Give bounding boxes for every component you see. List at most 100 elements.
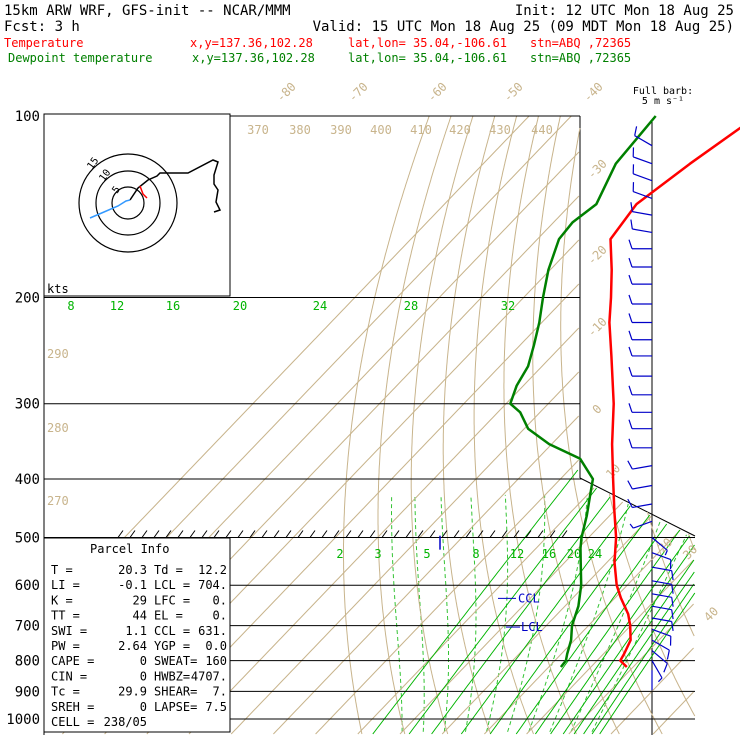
hodograph-trace-mid [139,185,148,199]
mixing-ratio-label: 32 [501,299,515,313]
mixing-ratio-label: 16 [542,547,556,561]
wind-barb-shaft [632,484,653,490]
hatch-mark [249,530,256,538]
hatch-mark [333,530,340,538]
wind-barb-flag [627,460,633,470]
wind-barb-flag [628,419,633,429]
isotherm-label: -40 [581,80,606,105]
legend-temperature-stn: stn=ABQ ,72365 [530,36,631,50]
parcel-info-label: TT = [51,609,80,623]
wind-barb-shaft [651,650,668,664]
hatch-mark [441,530,448,538]
parcel-info-value: 7.5 [205,700,227,714]
theta-label: 280 [47,421,69,435]
wind-barb-flag [628,257,633,268]
isotherm-line [652,691,694,735]
parcel-info-value: 238/05 [104,715,147,729]
moist-adiabat-line [591,534,687,733]
isotherm-line [315,459,579,735]
wind-barb-flag [628,438,633,448]
wind-barb-flag [628,330,633,340]
parcel-info-value: 29.9 [118,685,147,699]
dry-adiabat-line [646,511,695,637]
legend-temperature-latlon: lat,lon= 35.04,-106.61 [348,36,507,50]
hatch-mark [309,530,316,538]
wind-barb [651,605,674,620]
wind-barb [651,566,674,581]
parcel-info-label: T = [51,563,73,577]
hatch-mark [357,530,364,538]
hodograph-ring-15 [78,153,178,253]
wind-barb [628,239,652,250]
isotherm-line [441,515,652,735]
mixing-ratio-line [372,469,579,735]
wind-barb [651,628,672,646]
wind-barb-shaft [651,660,663,679]
legend-dewpoint-xy: x,y=137.36,102.28 [192,51,315,65]
wind-barb-flag [671,621,674,631]
theta-label: 400 [370,123,392,137]
wind-barb-shaft [633,520,653,529]
wind-barb-shaft [633,156,653,165]
wind-barb-shaft [633,173,653,182]
isotherm-line [484,529,681,735]
hatch-mark [429,530,436,538]
mixing-ratio-label: 20 [233,299,247,313]
dry-adiabat-line [377,115,452,735]
wind-barb-flag [628,385,633,396]
pressure-label: 1000 [6,712,40,728]
parcel-info-value: -0.1 [118,578,147,592]
wind-barbs [627,126,674,691]
moist-adiabat-line [507,494,546,732]
theta-label: 290 [47,347,69,361]
hodograph-ring-label-5: 5 [110,184,122,195]
hatch-mark [465,530,472,538]
parcel-info-value: 0. [213,593,227,607]
hatch-mark [297,530,304,538]
isotherm-line [399,501,624,735]
isotherm-label: -70 [346,80,371,105]
parcel-info-value: 20.3 [118,563,147,577]
mixing-ratio-line [583,571,695,735]
mixing-ratio-label: 12 [510,547,524,561]
parcel-info-value: 631. [198,624,227,638]
hatch-mark [213,530,220,538]
wind-barb [628,330,652,341]
hatch-mark [117,530,124,538]
theta-label: 440 [531,123,553,137]
mixing-ratio-label: 2 [336,547,343,561]
parcel-info-label: LCL = [154,578,190,592]
hodograph-ring-5 [111,186,145,220]
model-title: 15km ARW WRF, GFS-init -- NCAR/MMM [4,3,291,19]
parcel-info-value: 4707. [191,669,227,683]
parcel-info-value: 0 [140,700,147,714]
isotherm-line [273,415,580,735]
mixing-ratio-label: 20 [567,547,581,561]
hodograph-trace-lower [89,199,131,219]
hatch-mark [201,530,208,538]
wind-barb [628,294,652,305]
ccl-label: CCL [518,591,540,605]
wind-barb [632,182,653,200]
wind-barb [651,593,674,607]
moist-adiabat-line [414,494,425,732]
hatch-mark [453,530,460,538]
wind-barb-flag [627,498,633,508]
parcel-info-label: SWI = [51,624,87,638]
mixing-ratio-line [591,583,695,735]
hatch-mark [165,530,172,538]
hatch-mark [141,530,148,538]
barb-legend-value: 5 m s⁻¹ [642,96,684,107]
hatch-mark [369,530,376,538]
theta-label: 430 [489,123,511,137]
parcel-info-label: SREH = [51,700,94,714]
dewpoint-line [509,115,657,668]
parcel-info-frame [43,537,231,733]
legend-temperature-name: Temperature [4,36,83,50]
wind-barb-shaft [651,617,672,623]
wind-barb-shaft [651,639,670,651]
wind-barb [651,650,668,673]
mixing-ratio-label: 24 [588,547,602,561]
dry-adiabat-line [608,493,696,717]
